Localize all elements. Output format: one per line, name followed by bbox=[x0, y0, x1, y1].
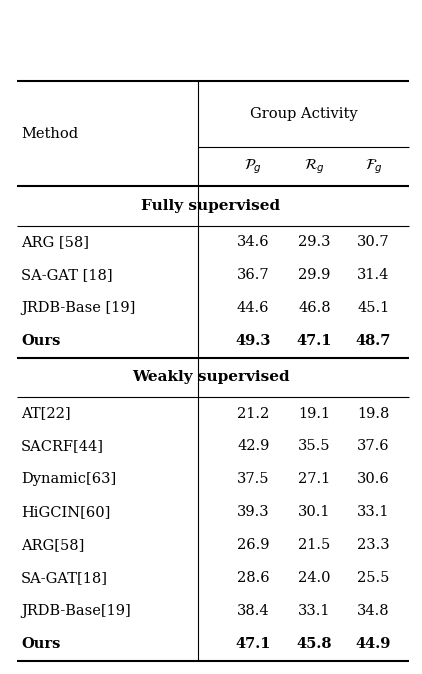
Text: ARG [58]: ARG [58] bbox=[21, 235, 89, 249]
Text: 46.8: 46.8 bbox=[298, 301, 331, 315]
Text: Group Activity: Group Activity bbox=[250, 106, 358, 121]
Text: ARG[58]: ARG[58] bbox=[21, 539, 84, 552]
Text: 34.8: 34.8 bbox=[357, 604, 390, 618]
Text: 30.7: 30.7 bbox=[357, 235, 390, 249]
Text: 38.4: 38.4 bbox=[237, 604, 270, 618]
Text: 19.8: 19.8 bbox=[357, 406, 390, 421]
Text: 21.5: 21.5 bbox=[298, 539, 330, 552]
Text: 42.9: 42.9 bbox=[237, 439, 269, 454]
Text: 23.3: 23.3 bbox=[357, 539, 390, 552]
Text: SA-GAT[18]: SA-GAT[18] bbox=[21, 571, 108, 585]
Text: 31.4: 31.4 bbox=[357, 268, 390, 282]
Text: 36.7: 36.7 bbox=[237, 268, 270, 282]
Text: 33.1: 33.1 bbox=[298, 604, 331, 618]
Text: 47.1: 47.1 bbox=[235, 637, 271, 651]
Text: 39.3: 39.3 bbox=[237, 506, 270, 519]
Text: AT[22]: AT[22] bbox=[21, 406, 71, 421]
Text: 24.0: 24.0 bbox=[298, 571, 331, 585]
Text: 44.9: 44.9 bbox=[356, 637, 391, 651]
Text: Ours: Ours bbox=[21, 334, 60, 348]
Text: 45.8: 45.8 bbox=[297, 637, 332, 651]
Text: Fully supervised: Fully supervised bbox=[141, 199, 281, 213]
Text: Ours: Ours bbox=[21, 637, 60, 651]
Text: Weakly supervised: Weakly supervised bbox=[132, 370, 290, 384]
Text: $\mathcal{P}_g$: $\mathcal{P}_g$ bbox=[244, 157, 262, 176]
Text: 37.5: 37.5 bbox=[237, 472, 270, 487]
Text: 29.9: 29.9 bbox=[298, 268, 330, 282]
Text: $\mathcal{F}_g$: $\mathcal{F}_g$ bbox=[365, 157, 382, 176]
Text: 26.9: 26.9 bbox=[237, 539, 270, 552]
Text: Dynamic[63]: Dynamic[63] bbox=[21, 472, 116, 487]
Text: 44.6: 44.6 bbox=[237, 301, 270, 315]
Text: $\mathcal{R}_g$: $\mathcal{R}_g$ bbox=[304, 157, 325, 176]
Text: 48.7: 48.7 bbox=[356, 334, 391, 348]
Text: 21.2: 21.2 bbox=[237, 406, 269, 421]
Text: 34.6: 34.6 bbox=[237, 235, 270, 249]
Text: 30.6: 30.6 bbox=[357, 472, 390, 487]
Text: 35.5: 35.5 bbox=[298, 439, 331, 454]
Text: SA-GAT [18]: SA-GAT [18] bbox=[21, 268, 113, 282]
Text: 33.1: 33.1 bbox=[357, 506, 390, 519]
Text: 45.1: 45.1 bbox=[357, 301, 390, 315]
Text: 30.1: 30.1 bbox=[298, 506, 331, 519]
Text: Method: Method bbox=[21, 127, 78, 141]
Text: SACRF[44]: SACRF[44] bbox=[21, 439, 104, 454]
Text: JRDB-Base[19]: JRDB-Base[19] bbox=[21, 604, 131, 618]
Text: 47.1: 47.1 bbox=[297, 334, 332, 348]
Text: 25.5: 25.5 bbox=[357, 571, 390, 585]
Text: 19.1: 19.1 bbox=[298, 406, 330, 421]
Text: 28.6: 28.6 bbox=[237, 571, 270, 585]
Text: HiGCIN[60]: HiGCIN[60] bbox=[21, 506, 111, 519]
Text: 27.1: 27.1 bbox=[298, 472, 330, 487]
Text: 37.6: 37.6 bbox=[357, 439, 390, 454]
Text: 29.3: 29.3 bbox=[298, 235, 331, 249]
Text: JRDB-Base [19]: JRDB-Base [19] bbox=[21, 301, 135, 315]
Text: 49.3: 49.3 bbox=[235, 334, 271, 348]
